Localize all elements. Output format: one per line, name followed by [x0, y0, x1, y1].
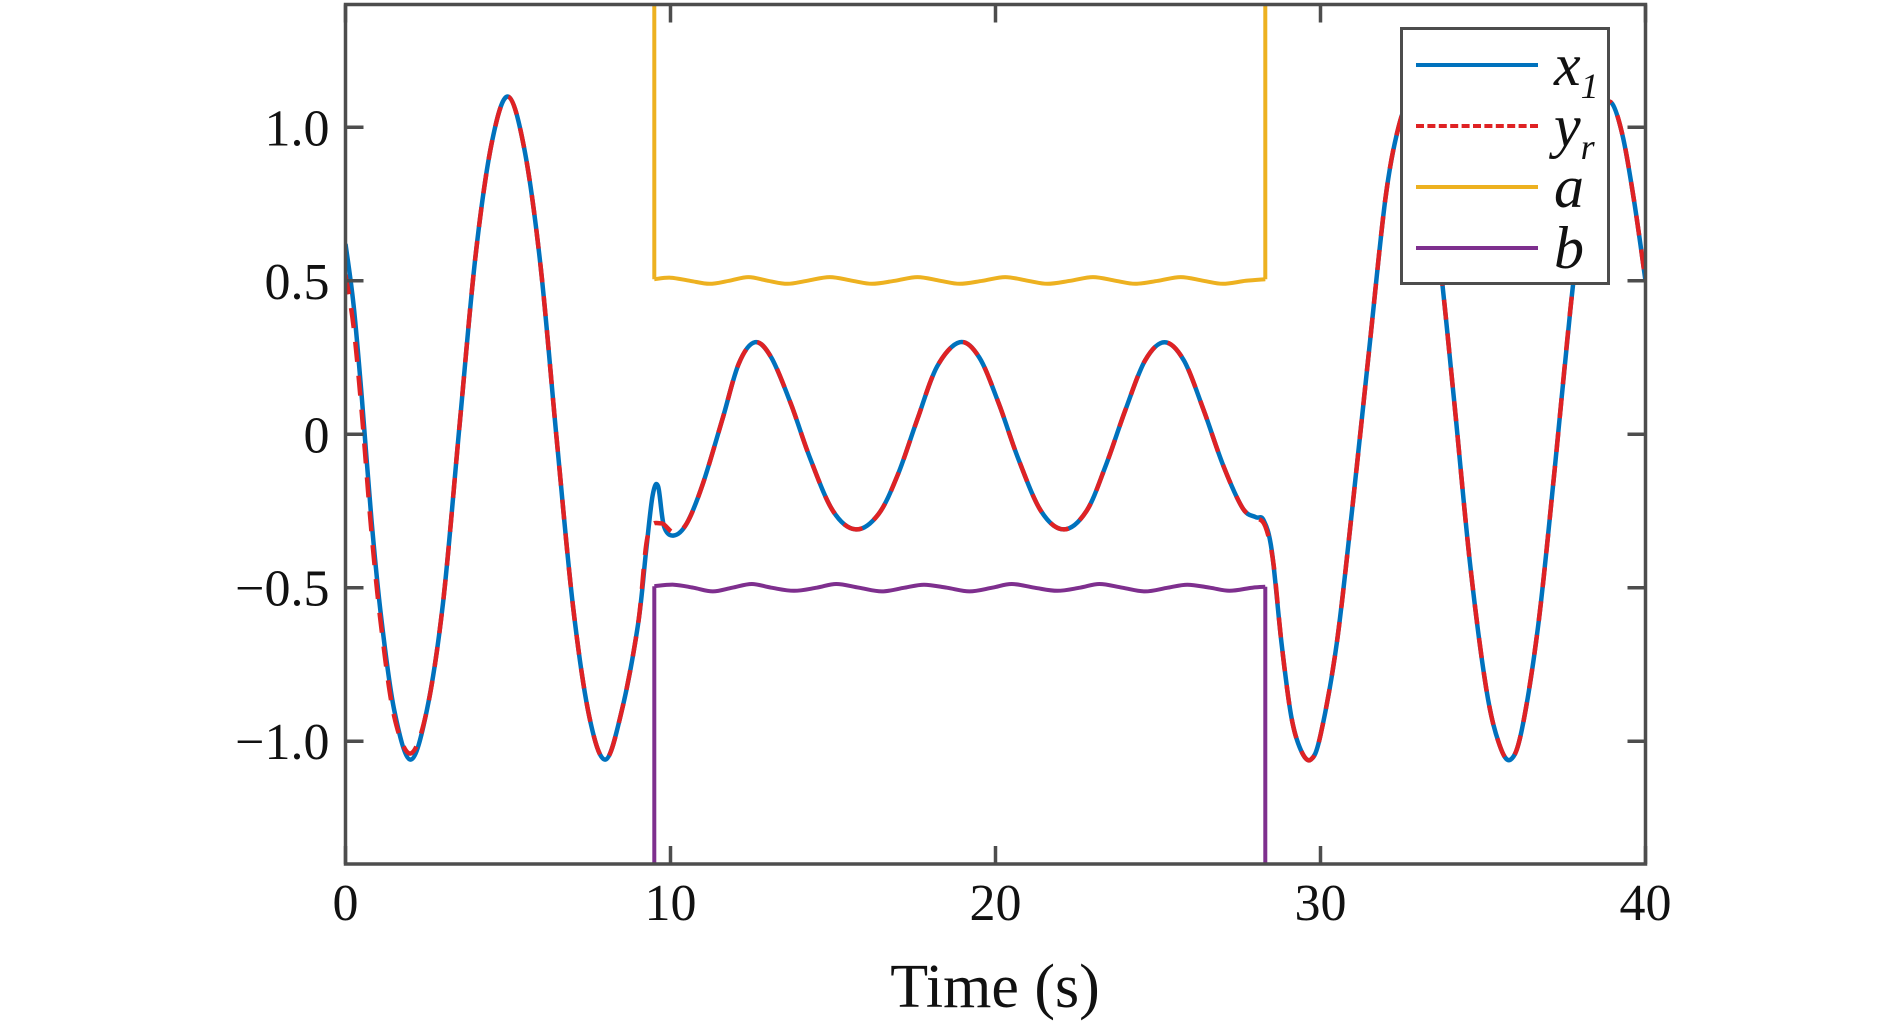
x-axis-label: Time (s): [890, 953, 1100, 1021]
svg-text:0.5: 0.5: [265, 254, 330, 311]
legend-line-sample: [1416, 123, 1538, 128]
legend-item-yr: yr: [1403, 92, 1607, 167]
svg-text:10: 10: [645, 875, 697, 932]
legend-line-sample: [1416, 62, 1538, 67]
legend-line-sample: [1416, 184, 1538, 189]
legend-line-sample: [1416, 245, 1538, 250]
legend-item-x1: x1: [1403, 31, 1607, 106]
legend-label: a: [1554, 153, 1584, 220]
svg-text:−1.0: −1.0: [235, 714, 329, 771]
svg-text:1.0: 1.0: [265, 100, 330, 157]
svg-text:20: 20: [970, 875, 1022, 932]
svg-text:0: 0: [304, 407, 330, 464]
legend-item-a: a: [1403, 156, 1607, 217]
legend-item-b: b: [1403, 217, 1607, 278]
legend: x1 yr a b: [1400, 27, 1610, 285]
legend-label: b: [1554, 214, 1584, 281]
svg-text:0: 0: [333, 875, 359, 932]
svg-text:−0.5: −0.5: [235, 561, 329, 618]
legend-label: yr: [1554, 92, 1595, 167]
svg-text:30: 30: [1295, 875, 1347, 932]
legend-label: x1: [1554, 31, 1599, 106]
svg-text:40: 40: [1620, 875, 1672, 932]
